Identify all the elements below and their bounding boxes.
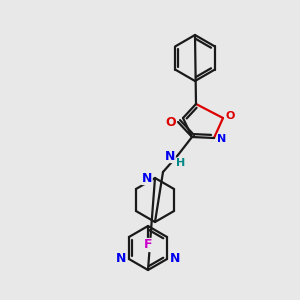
Text: H: H — [176, 158, 186, 168]
Text: N: N — [165, 149, 175, 163]
Text: F: F — [144, 238, 152, 251]
Text: N: N — [170, 253, 180, 266]
Text: N: N — [142, 172, 152, 184]
Text: N: N — [218, 134, 226, 144]
Text: O: O — [225, 111, 235, 121]
Text: O: O — [166, 116, 176, 128]
Text: N: N — [116, 253, 126, 266]
